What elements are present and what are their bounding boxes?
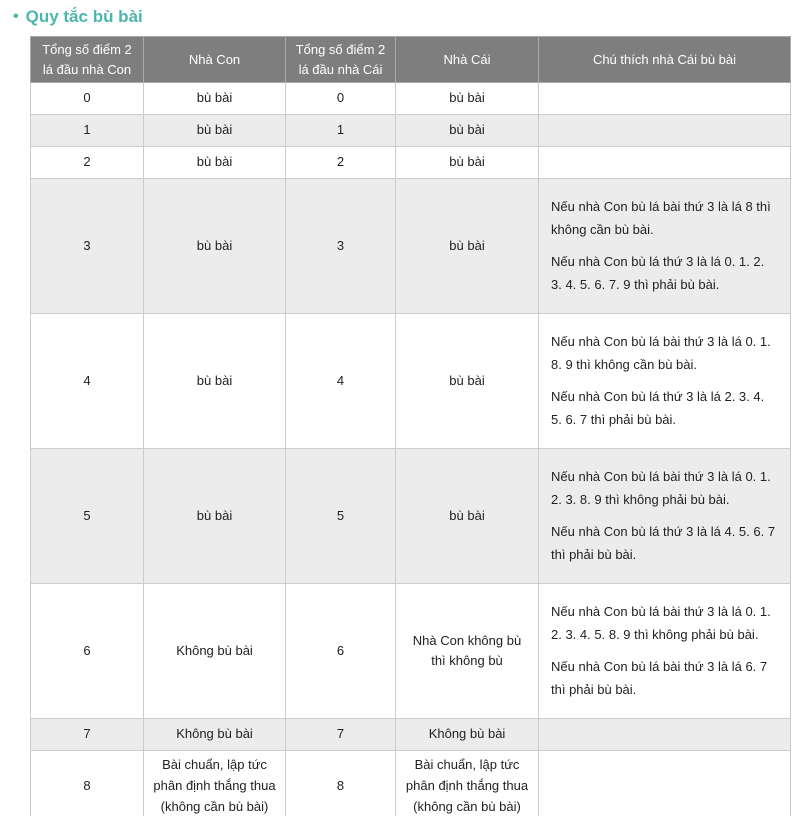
cell-con-action: Bài chuẩn, lập tức phân định thắng thua … [143, 750, 286, 816]
table-row: 1 bù bài 1 bù bài [30, 114, 791, 148]
cell-cai-note: Nếu nhà Con bù lá bài thứ 3 là lá 0. 1. … [538, 448, 791, 585]
cell-cai-action: bù bài [395, 82, 539, 116]
cell-con-action: Không bù bài [143, 583, 286, 720]
cell-cai-action: bù bài [395, 448, 539, 585]
table-row: 5 bù bài 5 bù bài Nếu nhà Con bù lá bài … [30, 448, 791, 585]
cell-cai-note [538, 718, 791, 752]
cell-cai-note: Nếu nhà Con bù lá bài thứ 3 là lá 0. 1. … [538, 583, 791, 720]
cell-con-points: 1 [30, 114, 144, 148]
cell-con-action: bù bài [143, 114, 286, 148]
cell-cai-action: bù bài [395, 114, 539, 148]
cell-cai-note [538, 750, 791, 816]
cell-con-points: 7 [30, 718, 144, 752]
col-header-con-points: Tổng số điểm 2 lá đầu nhà Con [30, 36, 144, 84]
rules-table: Tổng số điểm 2 lá đầu nhà Con Nhà Con Tổ… [30, 36, 791, 816]
cell-cai-points: 6 [285, 583, 396, 720]
table-header-row: Tổng số điểm 2 lá đầu nhà Con Nhà Con Tổ… [30, 36, 791, 84]
cell-cai-note: Nếu nhà Con bù lá bài thứ 3 là lá 8 thì … [538, 178, 791, 315]
cell-con-points: 4 [30, 313, 144, 450]
note-paragraph: Nếu nhà Con bù lá bài thứ 3 là lá 0. 1. … [551, 604, 771, 643]
col-header-cai-note: Chú thích nhà Cái bù bài [538, 36, 791, 84]
col-header-cai-action: Nhà Cái [395, 36, 539, 84]
table-row: 3 bù bài 3 bù bài Nếu nhà Con bù lá bài … [30, 178, 791, 315]
page-title: Quy tắc bù bài [25, 7, 143, 26]
note-paragraph: Nếu nhà Con bù lá bài thứ 3 là lá 0. 1. … [551, 334, 771, 373]
note-paragraph: Nếu nhà Con bù lá bài thứ 3 là lá 8 thì … [551, 199, 771, 238]
section-title: • Quy tắc bù bài [0, 0, 800, 36]
cell-con-points: 0 [30, 82, 144, 116]
cell-cai-note [538, 82, 791, 116]
cell-con-points: 6 [30, 583, 144, 720]
note-paragraph: Nếu nhà Con bù lá thứ 3 là lá 4. 5. 6. 7… [551, 523, 776, 562]
cell-cai-action: Nhà Con không bù thì không bù [395, 583, 539, 720]
cell-con-action: Không bù bài [143, 718, 286, 752]
cell-cai-action: Bài chuẩn, lập tức phân định thắng thua … [395, 750, 539, 816]
cell-cai-action: Không bù bài [395, 718, 539, 752]
cell-cai-action: bù bài [395, 178, 539, 315]
col-header-con-action: Nhà Con [143, 36, 286, 84]
cell-con-action: bù bài [143, 82, 286, 116]
cell-con-points: 8 [30, 750, 144, 816]
cell-cai-points: 5 [285, 448, 396, 585]
cell-cai-action: bù bài [395, 313, 539, 450]
cell-cai-points: 7 [285, 718, 396, 752]
table-row: 0 bù bài 0 bù bài [30, 82, 791, 116]
table-row: 6 Không bù bài 6 Nhà Con không bù thì kh… [30, 583, 791, 720]
cell-cai-note [538, 114, 791, 148]
note-paragraph: Nếu nhà Con bù lá bài thứ 3 là lá 0. 1. … [551, 469, 771, 508]
cell-con-points: 5 [30, 448, 144, 585]
cell-cai-note [538, 146, 791, 180]
cell-con-points: 3 [30, 178, 144, 315]
cell-cai-note: Nếu nhà Con bù lá bài thứ 3 là lá 0. 1. … [538, 313, 791, 450]
cell-con-action: bù bài [143, 448, 286, 585]
table-row: 7 Không bù bài 7 Không bù bài [30, 718, 791, 752]
cell-cai-points: 8 [285, 750, 396, 816]
table-row: 2 bù bài 2 bù bài [30, 146, 791, 180]
cell-cai-points: 0 [285, 82, 396, 116]
col-header-cai-points: Tổng số điểm 2 lá đầu nhà Cái [285, 36, 396, 84]
cell-con-action: bù bài [143, 178, 286, 315]
cell-con-action: bù bài [143, 146, 286, 180]
bullet-icon: • [13, 8, 19, 26]
cell-cai-points: 4 [285, 313, 396, 450]
cell-cai-points: 3 [285, 178, 396, 315]
note-paragraph: Nếu nhà Con bù lá bài thứ 3 là lá 6. 7 t… [551, 658, 768, 697]
cell-con-action: bù bài [143, 313, 286, 450]
note-paragraph: Nếu nhà Con bù lá thứ 3 là lá 0. 1. 2. 3… [551, 253, 765, 292]
table-row: 8 Bài chuẩn, lập tức phân định thắng thu… [30, 750, 791, 816]
cell-cai-points: 2 [285, 146, 396, 180]
cell-cai-action: bù bài [395, 146, 539, 180]
note-paragraph: Nếu nhà Con bù lá thứ 3 là lá 2. 3. 4. 5… [551, 388, 765, 427]
table-row: 4 bù bài 4 bù bài Nếu nhà Con bù lá bài … [30, 313, 791, 450]
cell-con-points: 2 [30, 146, 144, 180]
cell-cai-points: 1 [285, 114, 396, 148]
